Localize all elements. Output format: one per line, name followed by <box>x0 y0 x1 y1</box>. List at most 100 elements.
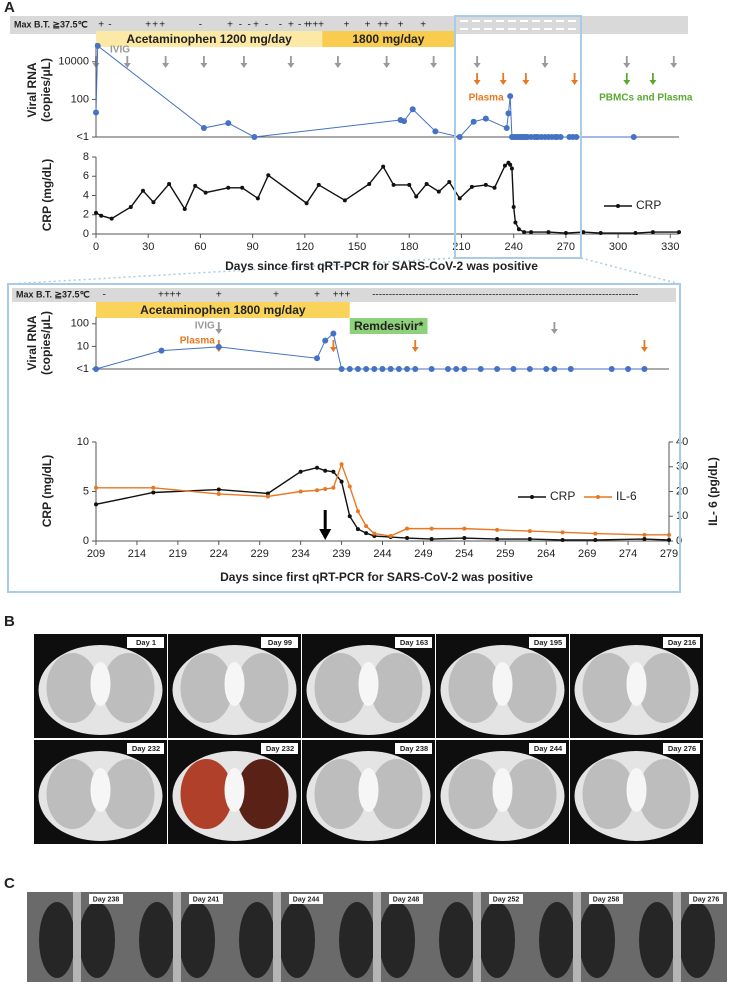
panel-label: C <box>4 875 15 892</box>
x-tick-label: 279 <box>660 548 678 560</box>
event-arrowhead <box>550 329 558 334</box>
y-tick-label: 10 <box>676 510 688 522</box>
event-arrowhead <box>329 347 337 352</box>
data-point <box>667 538 671 543</box>
event-label: IVIG <box>110 45 130 56</box>
ct-lung <box>448 759 501 829</box>
data-point <box>330 330 337 337</box>
x-tick-label: 219 <box>169 548 187 560</box>
y-tick-label: 2 <box>83 209 89 221</box>
data-point <box>338 366 345 372</box>
fever-band <box>12 288 676 302</box>
zoom-connector <box>580 257 681 285</box>
day-tag <box>663 637 700 648</box>
x-tick-label: 90 <box>247 241 259 253</box>
data-point <box>412 366 419 372</box>
data-point <box>567 366 574 372</box>
x-tick-label: 60 <box>194 241 206 253</box>
data-point <box>573 134 580 140</box>
data-point <box>495 537 500 542</box>
event-arrowhead <box>430 63 438 68</box>
event-arrowhead <box>499 80 507 85</box>
data-point <box>151 485 156 490</box>
data-point <box>315 465 320 470</box>
data-point <box>391 182 396 187</box>
data-point <box>461 366 468 372</box>
data-point <box>469 184 474 189</box>
data-point <box>630 134 637 140</box>
data-point <box>546 230 551 235</box>
xray-lung <box>339 902 375 978</box>
data-point <box>677 230 681 235</box>
data-point <box>642 537 647 542</box>
data-point <box>667 532 671 537</box>
data-point <box>342 198 347 203</box>
data-point <box>511 205 516 210</box>
data-point <box>347 514 352 519</box>
fever-sign: - <box>279 20 282 31</box>
data-point <box>93 109 99 116</box>
day-tag <box>663 743 700 754</box>
ct-mediastinum <box>224 662 245 706</box>
y-tick-label: <1 <box>76 131 89 143</box>
data-point <box>470 118 477 125</box>
event-arrowhead <box>649 80 657 85</box>
y2-axis-label: IL- 6 (pg/dL) <box>706 457 720 526</box>
fever-sign: ++++ <box>158 290 182 301</box>
fever-sign: + <box>314 290 320 301</box>
panel-label: A <box>4 0 15 16</box>
data-point <box>483 182 488 187</box>
xray-lung <box>379 902 415 978</box>
data-point <box>346 366 353 372</box>
y-tick-label: 20 <box>676 485 688 497</box>
x-tick-label: 239 <box>332 548 350 560</box>
fever-sign: + <box>159 20 165 31</box>
data-point <box>347 484 352 489</box>
fever-sign: + <box>98 20 104 31</box>
ct-mediastinum <box>224 768 245 812</box>
xray-lung <box>239 902 275 978</box>
zoom-box <box>454 15 582 259</box>
x-tick-label: 274 <box>619 548 637 560</box>
event-arrowhead <box>200 63 208 68</box>
data-point <box>407 182 412 187</box>
x-axis-label: Days since first qRT-PCR for SARS-CoV-2 … <box>225 259 538 273</box>
xray-lung <box>39 902 75 978</box>
xray-spine <box>173 892 181 982</box>
data-point <box>225 120 232 127</box>
day-tag <box>127 637 164 648</box>
day-label: Day 1 <box>136 638 156 647</box>
day-label: Day 195 <box>534 638 562 647</box>
fever-sign: - <box>239 20 242 31</box>
ct-lung <box>236 653 289 723</box>
drug-bar <box>322 31 455 47</box>
data-point <box>495 527 500 532</box>
day-tag <box>389 894 423 904</box>
data-point <box>608 366 615 372</box>
y-axis-label: (copies/μL) <box>39 311 53 375</box>
data-point <box>109 216 114 221</box>
y-tick-label: 8 <box>83 151 89 163</box>
data-point <box>298 489 303 494</box>
data-point <box>388 534 393 539</box>
data-point <box>304 201 309 206</box>
ct-mediastinum <box>492 662 513 706</box>
y-tick-label: 4 <box>83 189 89 201</box>
data-point <box>167 181 172 186</box>
fever-label: Max B.T. ≧37.5℃ <box>16 289 90 299</box>
data-point <box>457 196 462 201</box>
xray-lung <box>639 902 675 978</box>
x-tick-label: 229 <box>251 548 269 560</box>
data-point <box>650 230 655 235</box>
ct-mediastinum <box>492 768 513 812</box>
data-point <box>367 181 372 186</box>
data-point <box>354 366 361 372</box>
data-point <box>94 210 98 215</box>
x-tick-label: 300 <box>609 241 627 253</box>
event-arrowhead <box>640 347 648 352</box>
day-label: Day 163 <box>400 638 428 647</box>
ct-mediastinum <box>626 662 647 706</box>
ct-lung <box>314 759 367 829</box>
x-tick-label: 270 <box>557 241 575 253</box>
